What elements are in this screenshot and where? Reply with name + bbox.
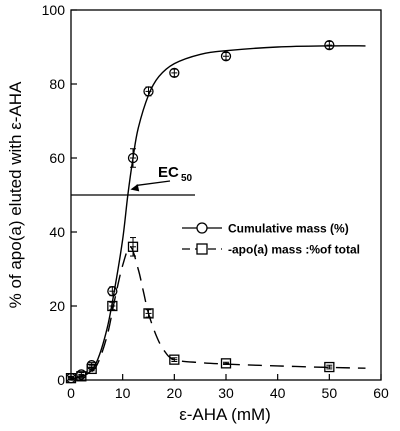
ec50-arrow-head [130, 184, 140, 192]
y-axis-label: % of apo(a) eluted with ε-AHA [6, 81, 25, 308]
x-tick-label: 50 [322, 385, 338, 401]
x-axis-ticks: 0 10 20 30 40 50 60 [67, 374, 389, 401]
legend-marker-square [196, 243, 208, 255]
data-point-square [86, 363, 97, 375]
x-tick-label: 40 [270, 385, 286, 401]
ec50-arrow-shaft [136, 180, 171, 187]
data-point-square [143, 308, 154, 319]
x-tick-label: 60 [373, 385, 389, 401]
y-axis-ticks: 0 20 40 60 80 100 [42, 2, 77, 388]
series-line-1 [70, 45, 366, 380]
legend-marker-circle [196, 222, 208, 234]
series-points [65, 40, 335, 384]
x-tick-label: 30 [218, 385, 234, 401]
data-point-square [127, 241, 139, 252]
y-tick-label: 0 [57, 372, 65, 388]
x-axis-label: ε-AHA (mM) [179, 405, 271, 424]
data-point-circle [143, 86, 154, 97]
ec50-label: EC [158, 164, 179, 181]
series-line-2 [70, 246, 366, 380]
data-point-circle [107, 286, 118, 297]
legend-label-1: Cumulative mass (%) [228, 222, 349, 236]
data-point-square [220, 358, 232, 369]
x-tick-label: 20 [167, 385, 183, 401]
y-tick-label: 80 [49, 76, 65, 92]
data-point-square [324, 361, 335, 373]
x-tick-label: 0 [67, 385, 75, 401]
data-point-square [76, 371, 87, 382]
series-curves [70, 45, 366, 380]
data-point-circle [127, 152, 139, 164]
annotations: EC 50 [130, 164, 193, 192]
data-point-circle [169, 67, 180, 79]
data-point-square [169, 354, 180, 365]
x-tick-label: 10 [115, 385, 131, 401]
data-point-circle [220, 51, 232, 62]
data-point-square [107, 300, 118, 312]
y-tick-label: 20 [49, 298, 65, 314]
legend-label-2: -apo(a) mass :%of total [228, 243, 360, 257]
y-tick-label: 40 [49, 224, 65, 240]
ec50-subscript: 50 [181, 173, 193, 184]
legend: Cumulative mass (%) -apo(a) mass :%of tot… [182, 222, 360, 257]
data-point-circle [324, 40, 335, 51]
y-tick-label: 60 [49, 150, 65, 166]
y-tick-label: 100 [42, 2, 66, 18]
data-point-square [65, 372, 77, 384]
